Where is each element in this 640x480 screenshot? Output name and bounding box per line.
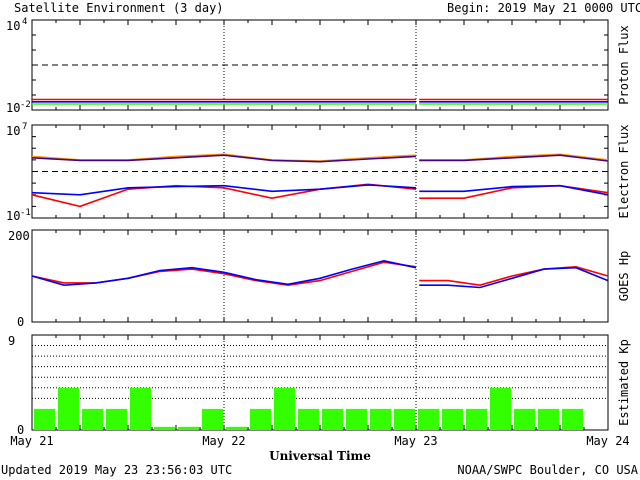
kp-bar bbox=[346, 408, 367, 430]
kp-bar bbox=[106, 408, 127, 430]
x-tick-label: May 22 bbox=[202, 434, 245, 448]
kp-bar bbox=[226, 426, 247, 430]
kp-bar bbox=[298, 408, 319, 430]
y-tick-label: 10 bbox=[6, 101, 20, 115]
kp-bar bbox=[130, 387, 151, 430]
panel-frame bbox=[31, 19, 609, 111]
panel-3: GOES Hp 200 0 bbox=[8, 229, 631, 329]
kp-bar bbox=[178, 426, 199, 430]
y-tick-exponent: 4 bbox=[22, 17, 27, 27]
x-tick-label: May 24 bbox=[586, 434, 629, 448]
y-tick-label: 10 bbox=[6, 19, 20, 33]
y-tick-label: 10 bbox=[6, 209, 20, 223]
y-tick-exponent: -2 bbox=[20, 100, 31, 110]
series-line-red bbox=[419, 265, 609, 287]
x-axis-label: Universal Time bbox=[269, 449, 371, 463]
kp-bar bbox=[514, 408, 535, 430]
kp-bar bbox=[538, 408, 559, 430]
y-tick-label: 10 bbox=[6, 124, 20, 138]
y-tick-label: 0 bbox=[17, 423, 24, 437]
updated-timestamp: Updated 2019 May 23 23:56:03 UTC bbox=[1, 463, 232, 477]
kp-bar bbox=[202, 408, 223, 430]
kp-bar bbox=[442, 408, 463, 430]
kp-bar bbox=[34, 408, 55, 430]
kp-bar bbox=[274, 387, 295, 430]
credit-text: NOAA/SWPC Boulder, CO USA bbox=[457, 463, 638, 477]
x-tick-label: May 21 bbox=[10, 434, 53, 448]
y-axis-label: Estimated Kp bbox=[617, 339, 631, 426]
x-tick-label: May 23 bbox=[394, 434, 437, 448]
series-line-blue bbox=[419, 184, 609, 196]
y-tick-exponent: 7 bbox=[22, 122, 27, 132]
kp-bar bbox=[82, 408, 103, 430]
panel-4: Estimated Kp 9 0 bbox=[8, 334, 631, 437]
kp-bar bbox=[466, 408, 487, 430]
series-line-blue bbox=[31, 184, 417, 196]
y-axis-label: Electron Flux bbox=[617, 125, 631, 219]
series-line-purple bbox=[419, 154, 609, 162]
series-line-purple bbox=[31, 154, 417, 163]
kp-bar bbox=[370, 408, 391, 430]
kp-bar bbox=[562, 408, 583, 430]
y-axis-label: Proton Flux bbox=[617, 25, 631, 104]
series-line-blue bbox=[419, 266, 609, 289]
panel-frame bbox=[31, 124, 609, 219]
x-axis-ticks: May 21 May 22 May 23 May 24 bbox=[10, 434, 629, 448]
y-axis-label: GOES Hp bbox=[617, 251, 631, 302]
begin-time: Begin: 2019 May 21 0000 UTC bbox=[447, 1, 640, 15]
kp-bar bbox=[154, 426, 175, 430]
y-tick-label: 200 bbox=[8, 229, 30, 243]
y-tick-label: 9 bbox=[8, 334, 15, 348]
series-line-blue bbox=[31, 259, 417, 287]
y-tick-label: 0 bbox=[17, 315, 24, 329]
chart-title: Satellite Environment (3 day) bbox=[14, 1, 224, 15]
y-tick-exponent: -1 bbox=[20, 208, 31, 218]
kp-bar bbox=[322, 408, 343, 430]
kp-bar bbox=[250, 408, 271, 430]
kp-bar bbox=[394, 408, 415, 430]
kp-bar bbox=[58, 387, 79, 430]
kp-bar bbox=[418, 408, 439, 430]
kp-bar bbox=[490, 387, 511, 430]
